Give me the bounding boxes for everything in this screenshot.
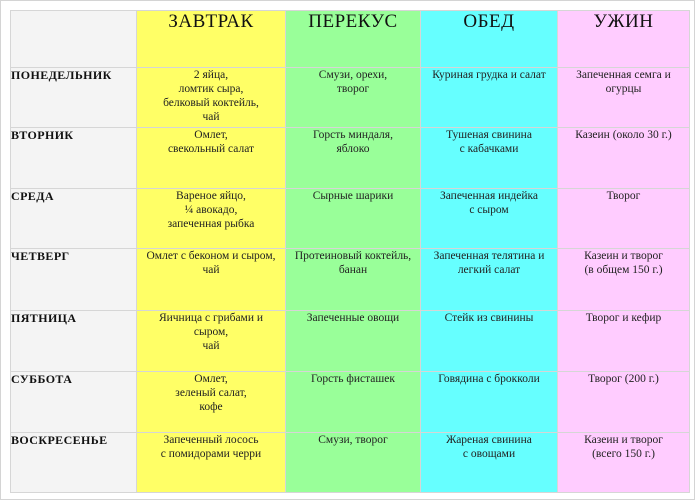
dinner-cell: Запеченная семга и огурцы xyxy=(557,66,690,129)
dinner-cell: Творог xyxy=(557,188,690,250)
breakfast-cell: Омлет с беконом и сыром, чай xyxy=(136,248,286,311)
table-row: ВОСКРЕСЕНЬЕ Запеченный лосось с помидора… xyxy=(10,431,690,494)
weekly-meal-table: ЗАВТРАК ПЕРЕКУС ОБЕД УЖИН ПОНЕДЕЛЬНИК 2 … xyxy=(10,10,690,494)
snack-cell: Протеиновый коктейль, банан xyxy=(285,248,421,311)
header-breakfast: ЗАВТРАК xyxy=(136,10,286,68)
breakfast-cell: Яичница с грибами и сыром, чай xyxy=(136,309,286,372)
day-label: ВТОРНИК xyxy=(10,127,137,190)
breakfast-cell: 2 яйца, ломтик сыра, белковый коктейль, … xyxy=(136,66,286,129)
snack-cell: Горсть фисташек xyxy=(285,370,421,433)
day-label: СУББОТА xyxy=(10,370,137,433)
table-row: ЧЕТВЕРГ Омлет с беконом и сыром, чай Про… xyxy=(10,248,690,311)
header-snack: ПЕРЕКУС xyxy=(285,10,421,68)
lunch-cell: Тушеная свинина с кабачками xyxy=(420,127,558,190)
header-row: ЗАВТРАК ПЕРЕКУС ОБЕД УЖИН xyxy=(10,10,690,68)
day-label: ПЯТНИЦА xyxy=(10,309,137,372)
lunch-cell: Запеченная телятина и легкий салат xyxy=(420,248,558,311)
snack-cell: Горсть миндаля, яблоко xyxy=(285,127,421,190)
dinner-cell: Творог и кефир xyxy=(557,309,690,372)
table-row: ВТОРНИК Омлет, свекольный салат Горсть м… xyxy=(10,127,690,190)
breakfast-cell: Запеченный лосось с помидорами черри xyxy=(136,431,286,494)
day-label: ВОСКРЕСЕНЬЕ xyxy=(10,431,137,494)
dinner-cell: Казеин и творог (всего 150 г.) xyxy=(557,431,690,494)
breakfast-cell: Омлет, свекольный салат xyxy=(136,127,286,190)
day-label: ЧЕТВЕРГ xyxy=(10,248,137,311)
lunch-cell: Говядина с брокколи xyxy=(420,370,558,433)
snack-cell: Запеченные овощи xyxy=(285,309,421,372)
snack-cell: Смузи, творог xyxy=(285,431,421,494)
day-label: ПОНЕДЕЛЬНИК xyxy=(10,66,137,129)
breakfast-cell: Омлет, зеленый салат, кофе xyxy=(136,370,286,433)
lunch-cell: Жареная свинина с овощами xyxy=(420,431,558,494)
header-corner xyxy=(10,10,137,68)
table-row: ПОНЕДЕЛЬНИК 2 яйца, ломтик сыра, белковы… xyxy=(10,66,690,129)
table-row: СРЕДА Вареное яйцо, ¼ авокадо, запеченна… xyxy=(10,188,690,250)
lunch-cell: Запеченная индейка с сыром xyxy=(420,188,558,250)
dinner-cell: Казеин и творог (в общем 150 г.) xyxy=(557,248,690,311)
dinner-cell: Казеин (около 30 г.) xyxy=(557,127,690,190)
breakfast-cell: Вареное яйцо, ¼ авокадо, запеченная рыбк… xyxy=(136,188,286,250)
table-row: ПЯТНИЦА Яичница с грибами и сыром, чай З… xyxy=(10,309,690,372)
lunch-cell: Стейк из свинины xyxy=(420,309,558,372)
day-label: СРЕДА xyxy=(10,188,137,250)
table-row: СУББОТА Омлет, зеленый салат, кофе Горст… xyxy=(10,370,690,433)
lunch-cell: Куриная грудка и салат xyxy=(420,66,558,129)
dinner-cell: Творог (200 г.) xyxy=(557,370,690,433)
header-lunch: ОБЕД xyxy=(420,10,558,68)
header-dinner: УЖИН xyxy=(557,10,690,68)
snack-cell: Сырные шарики xyxy=(285,188,421,250)
snack-cell: Смузи, орехи, творог xyxy=(285,66,421,129)
